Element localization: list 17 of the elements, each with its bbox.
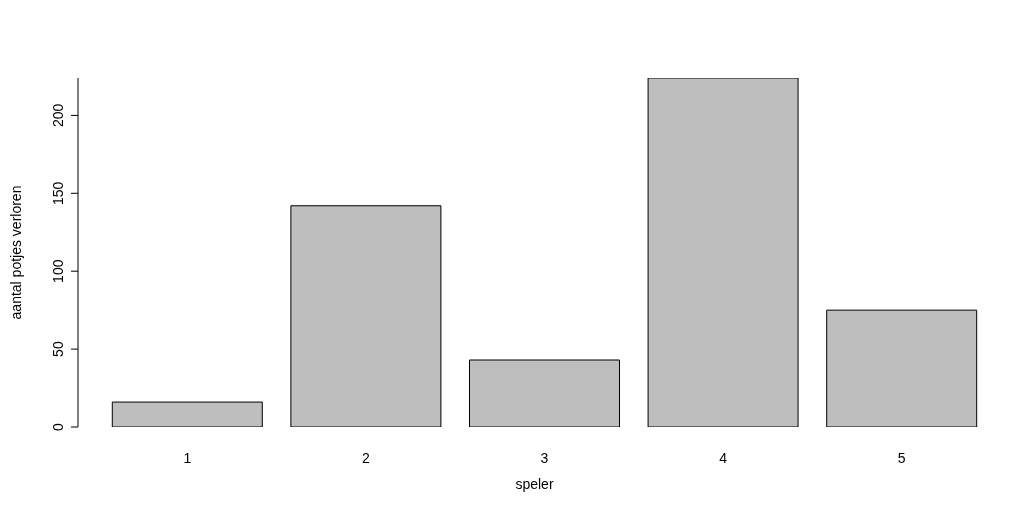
x-tick-label: 1	[183, 449, 192, 466]
x-axis-title: speler	[515, 476, 554, 492]
y-tick-label: 150	[50, 181, 66, 205]
bar	[111, 401, 263, 427]
bar	[290, 205, 442, 427]
y-axis-title: aantal potjes verloren	[7, 185, 24, 320]
x-tick-label: 5	[897, 449, 906, 466]
x-tick-label: 3	[540, 449, 549, 466]
y-tick-label: 0	[50, 422, 66, 431]
y-tick-label: 50	[50, 341, 66, 357]
y-tick-label: 100	[50, 259, 66, 283]
bar	[468, 359, 620, 427]
x-tick-label: 2	[362, 449, 370, 466]
bar	[826, 309, 978, 427]
y-tick-label: 200	[50, 103, 66, 128]
bar	[647, 78, 799, 427]
x-tick-label: 4	[719, 449, 728, 466]
